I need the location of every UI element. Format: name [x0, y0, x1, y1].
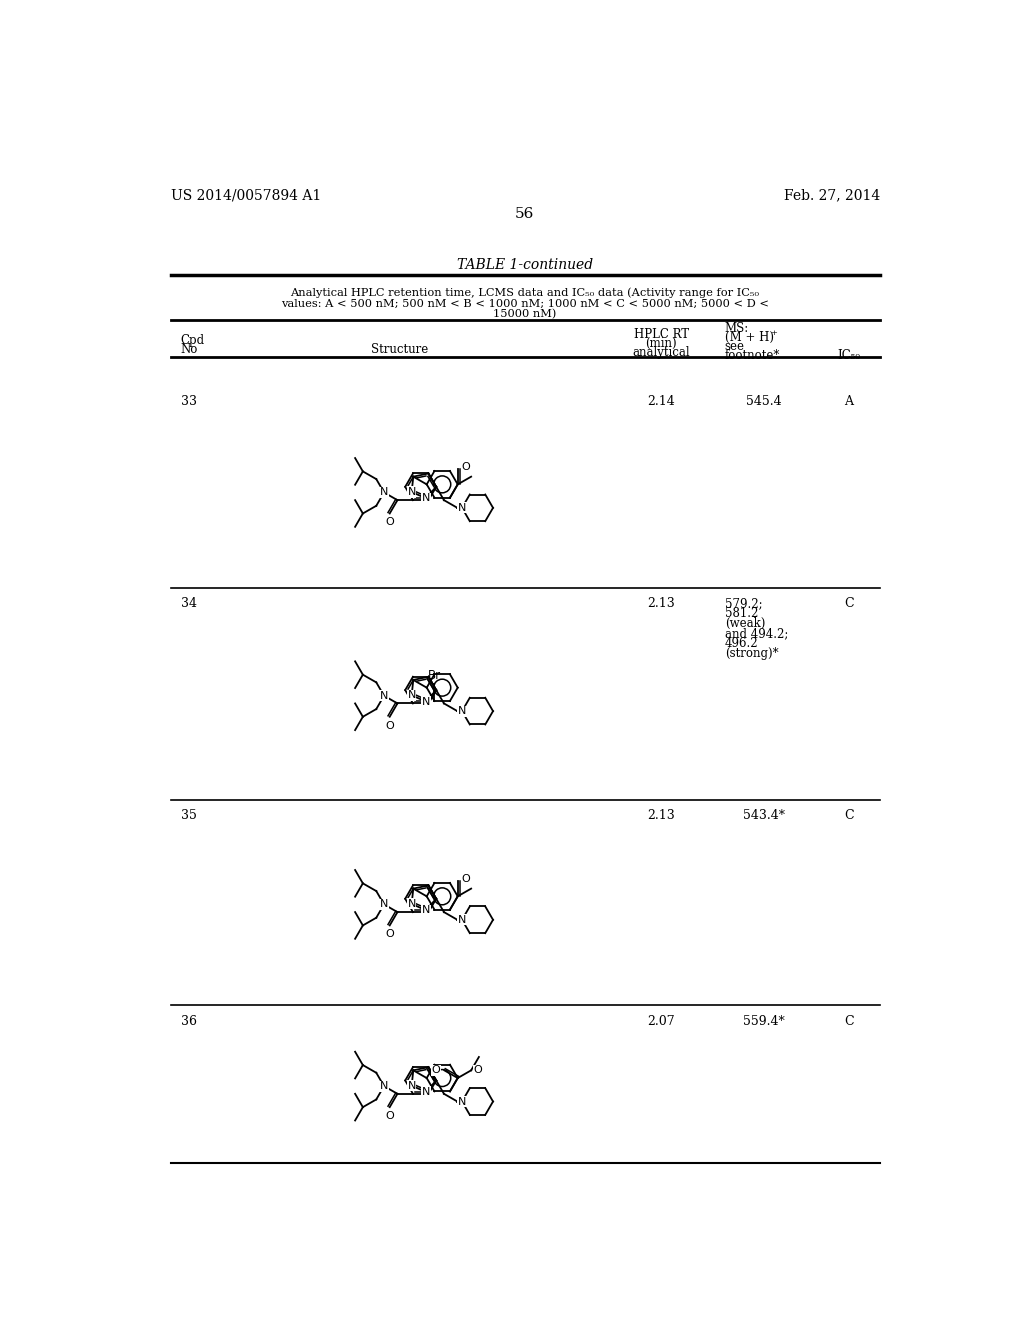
Text: US 2014/0057894 A1: US 2014/0057894 A1	[171, 189, 321, 202]
Text: 2.14: 2.14	[647, 395, 675, 408]
Text: O: O	[385, 517, 394, 527]
Text: 2.07: 2.07	[647, 1015, 675, 1028]
Text: O: O	[385, 1111, 394, 1121]
Text: see: see	[725, 341, 744, 354]
Text: O: O	[385, 929, 394, 940]
Text: N: N	[458, 503, 466, 513]
Text: O: O	[432, 1065, 440, 1076]
Text: Feb. 27, 2014: Feb. 27, 2014	[783, 189, 880, 202]
Text: No: No	[180, 343, 198, 356]
Text: 36: 36	[180, 1015, 197, 1028]
Text: N: N	[408, 487, 416, 498]
Text: O: O	[473, 1065, 482, 1076]
Text: 2.13: 2.13	[647, 809, 675, 822]
Text: N: N	[380, 1081, 388, 1092]
Text: N: N	[380, 899, 388, 909]
Text: Structure: Structure	[371, 343, 428, 356]
Text: Analytical HPLC retention time, LCMS data and IC₅₀ data (Activity range for IC₅₀: Analytical HPLC retention time, LCMS dat…	[290, 288, 760, 298]
Text: MS:: MS:	[725, 322, 749, 335]
Text: N: N	[422, 697, 430, 706]
Text: 579.2;: 579.2;	[725, 598, 763, 610]
Text: 34: 34	[180, 598, 197, 610]
Text: N: N	[408, 899, 416, 909]
Text: 56: 56	[515, 207, 535, 220]
Text: values: A < 500 nM; 500 nM < B < 1000 nM; 1000 nM < C < 5000 nM; 5000 < D <: values: A < 500 nM; 500 nM < B < 1000 nM…	[281, 298, 769, 309]
Text: Cpd: Cpd	[180, 334, 205, 347]
Text: N: N	[458, 915, 466, 925]
Text: O: O	[385, 721, 394, 730]
Text: (strong)*: (strong)*	[725, 647, 778, 660]
Text: Br: Br	[428, 669, 441, 681]
Text: N: N	[380, 487, 388, 498]
Text: 15000 nM): 15000 nM)	[494, 309, 556, 319]
Text: 33: 33	[180, 395, 197, 408]
Text: O: O	[462, 462, 470, 471]
Text: HPLC RT: HPLC RT	[634, 327, 689, 341]
Text: +: +	[770, 329, 776, 337]
Text: A: A	[844, 395, 853, 408]
Text: (M + H): (M + H)	[725, 331, 774, 345]
Text: and 494.2;: and 494.2;	[725, 627, 788, 640]
Text: 581.2: 581.2	[725, 607, 758, 620]
Text: N: N	[422, 1086, 430, 1097]
Text: C: C	[844, 1015, 854, 1028]
Text: 545.4: 545.4	[745, 395, 781, 408]
Text: N: N	[422, 494, 430, 503]
Text: N: N	[380, 690, 388, 701]
Text: N: N	[408, 1081, 416, 1090]
Text: analytical: analytical	[633, 346, 690, 359]
Text: N: N	[458, 706, 466, 717]
Text: N: N	[458, 1097, 466, 1106]
Text: N: N	[422, 906, 430, 915]
Text: C: C	[844, 809, 854, 822]
Text: 2.13: 2.13	[647, 598, 675, 610]
Text: 559.4*: 559.4*	[742, 1015, 784, 1028]
Text: C: C	[844, 598, 854, 610]
Text: TABLE 1-continued: TABLE 1-continued	[457, 257, 593, 272]
Text: O: O	[462, 874, 470, 883]
Text: (weak): (weak)	[725, 618, 765, 631]
Text: 496.2: 496.2	[725, 638, 759, 651]
Text: IC₅₀: IC₅₀	[838, 350, 860, 363]
Text: 543.4*: 543.4*	[742, 809, 784, 822]
Text: footnote*: footnote*	[725, 350, 780, 363]
Text: N: N	[408, 690, 416, 701]
Text: 35: 35	[180, 809, 197, 822]
Text: (min): (min)	[645, 337, 677, 350]
